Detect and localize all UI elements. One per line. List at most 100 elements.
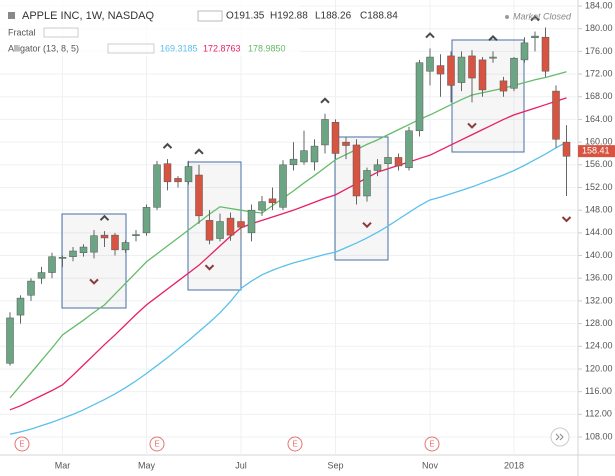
y-tick-label: 132.00	[585, 295, 613, 305]
scroll-icon	[555, 433, 564, 441]
earnings-label: E	[429, 440, 434, 449]
earnings-marker	[287, 436, 303, 452]
y-tick-label: 108.00	[585, 431, 613, 441]
fractal-down	[204, 264, 215, 271]
y-tick-label: 112.00	[585, 409, 612, 419]
candle-body	[69, 250, 77, 257]
fractal-up	[320, 97, 330, 104]
fractal-up	[162, 142, 173, 149]
y-tick-label: 128.00	[585, 318, 613, 328]
candle-body	[478, 59, 487, 91]
candle-body	[436, 65, 445, 75]
fractal-down	[89, 278, 99, 285]
candle-body	[510, 57, 518, 89]
alligator-line	[9, 97, 567, 411]
candle-body	[132, 234, 140, 236]
scroll-button[interactable]	[550, 427, 570, 447]
indicator-value: 172.8763	[203, 43, 241, 53]
scroll-circle[interactable]	[550, 427, 570, 447]
icon	[107, 43, 155, 54]
candle-body	[289, 158, 298, 166]
candle-body	[268, 198, 277, 204]
fractal-up	[194, 148, 204, 155]
header: APPLE INC, 1W, NASDAQ O191.35 H192.88 L1…	[0, 0, 572, 56]
last-price-box	[578, 145, 615, 158]
y-tick-label: 180.00	[585, 23, 613, 33]
candle-body	[552, 90, 560, 140]
candle-body	[331, 122, 340, 154]
candle-body	[394, 157, 403, 167]
candle-body	[121, 242, 130, 251]
x-tick-label: May	[138, 460, 156, 470]
candle-body	[153, 164, 161, 208]
candle-body	[195, 174, 203, 217]
earnings-label: E	[292, 440, 297, 449]
candle-body	[27, 280, 35, 296]
candle-body	[216, 221, 224, 239]
candle-body	[90, 235, 98, 253]
candle-body	[499, 80, 508, 92]
x-tick-label: Jul	[235, 460, 247, 470]
fractal-up	[488, 34, 498, 42]
candle-body	[226, 217, 235, 236]
candle-body	[300, 150, 308, 163]
y-tick-label: 140.00	[585, 250, 613, 260]
indicator-name: Alligator (13, 8, 5)	[8, 43, 79, 53]
candle-body	[321, 119, 329, 146]
candle-body	[100, 234, 109, 239]
y-tick-label: 148.00	[585, 205, 613, 215]
icon	[43, 27, 79, 38]
y-tick-label: 136.00	[585, 273, 613, 283]
fractal-down	[561, 216, 572, 223]
candle-body	[111, 234, 119, 251]
candle-body	[415, 62, 424, 132]
symbol: APPLE INC, 1W, NASDAQ	[22, 10, 154, 22]
candle-body	[447, 55, 455, 86]
candle-body	[541, 36, 550, 72]
x-tick-label: Nov	[422, 460, 439, 470]
candle-body	[37, 272, 46, 279]
candle-body	[16, 297, 25, 316]
indicator-value: 169.3185	[160, 43, 198, 53]
candle-body	[342, 141, 350, 146]
candle-body	[373, 164, 382, 171]
status-dot	[505, 15, 509, 19]
status: Market Closed	[513, 11, 572, 21]
candle-body	[352, 144, 361, 197]
y-tick-label: 124.00	[585, 341, 613, 351]
candle-body	[279, 164, 287, 208]
ohlc-open: O191.35	[226, 11, 265, 22]
indicator-name: Fractal	[8, 27, 36, 37]
candle-body	[489, 56, 497, 59]
y-tick-label: 144.00	[585, 227, 613, 237]
earnings-label: E	[19, 440, 24, 449]
x-tick-label: Sep	[327, 460, 343, 470]
candle-body	[142, 207, 151, 234]
icon	[8, 12, 15, 19]
earnings-label: E	[154, 440, 159, 449]
y-tick-label: 176.00	[585, 46, 613, 56]
candle-body	[426, 56, 434, 72]
y-tick-label: 160.00	[585, 136, 613, 146]
candle-body	[531, 35, 539, 39]
ohlc-low: L188.26	[315, 11, 352, 22]
earnings-marker	[149, 436, 165, 452]
indicator-value: 178.9850	[248, 43, 286, 53]
fractal-down	[362, 221, 372, 229]
box	[451, 39, 525, 153]
icon	[197, 10, 223, 22]
y-tick-label: 168.00	[585, 91, 613, 101]
candle-body	[237, 221, 245, 228]
alligator-line	[9, 141, 567, 435]
fractal-up	[99, 214, 110, 221]
candle-body	[258, 201, 266, 211]
earnings-marker	[14, 436, 30, 452]
fractal-up	[425, 32, 435, 39]
candle-body	[384, 157, 392, 164]
candle-body	[310, 145, 319, 163]
fractal-down	[467, 122, 477, 129]
candle-body	[6, 317, 14, 364]
candle-body	[79, 246, 88, 253]
candle-body	[562, 141, 571, 157]
